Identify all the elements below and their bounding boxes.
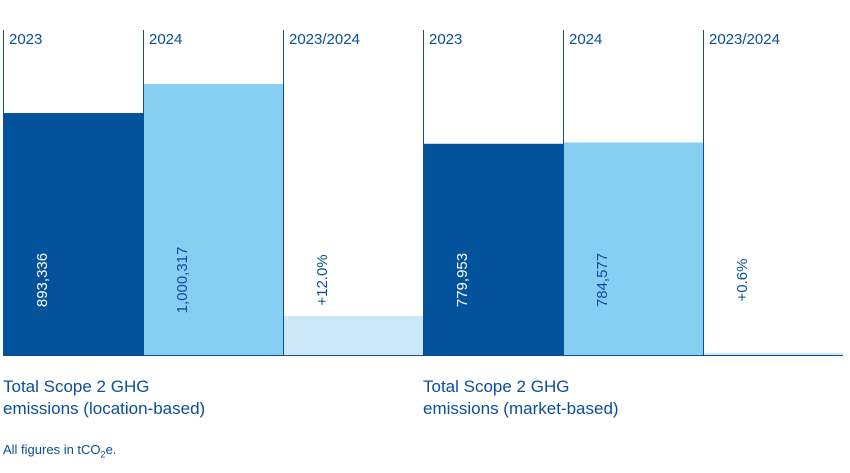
panel-title-line-1: Total Scope 2 GHG [3, 377, 150, 396]
value-label-location-2023: 893,336 [34, 253, 51, 307]
bar-location-2024 [143, 84, 283, 355]
panel-title-line-1: Total Scope 2 GHG [423, 377, 570, 396]
footnote-prefix: All figures in tCO [3, 442, 101, 457]
bar-market-2023 [423, 143, 563, 355]
panel-title-line-2: emissions (location-based) [3, 399, 206, 418]
value-label-market-2023: 779,953 [454, 253, 471, 307]
category-label-location-2023: 2023 [9, 31, 42, 48]
category-label-location-2024: 2024 [149, 31, 182, 48]
category-label-market-2024: 2024 [569, 31, 602, 48]
bar-market-2024 [563, 142, 703, 355]
value-label-location-2024: 1,000,317 [174, 247, 191, 314]
bar-market-2023-2024 [703, 353, 843, 355]
category-label-market-2023: 2023 [429, 31, 462, 48]
panel-title-market-based: Total Scope 2 GHG emissions (market-base… [423, 376, 783, 420]
footnote: All figures in tCO2e. [3, 442, 116, 460]
category-label-location-2023-2024: 2023/2024 [289, 31, 360, 48]
value-label-market-2024: 784,577 [594, 253, 611, 307]
value-label-market-2023-2024: +0.6% [734, 259, 751, 302]
panel-title-line-2: emissions (market-based) [423, 399, 619, 418]
value-label-location-2023-2024: +12.0% [314, 254, 331, 305]
footnote-subscript: 2 [100, 449, 106, 460]
bar-location-2023-2024 [283, 316, 423, 355]
footnote-suffix: e. [105, 442, 117, 457]
bar-location-2023 [3, 113, 143, 355]
panel-title-location-based: Total Scope 2 GHG emissions (location-ba… [3, 376, 363, 420]
category-label-market-2023-2024: 2023/2024 [709, 31, 780, 48]
